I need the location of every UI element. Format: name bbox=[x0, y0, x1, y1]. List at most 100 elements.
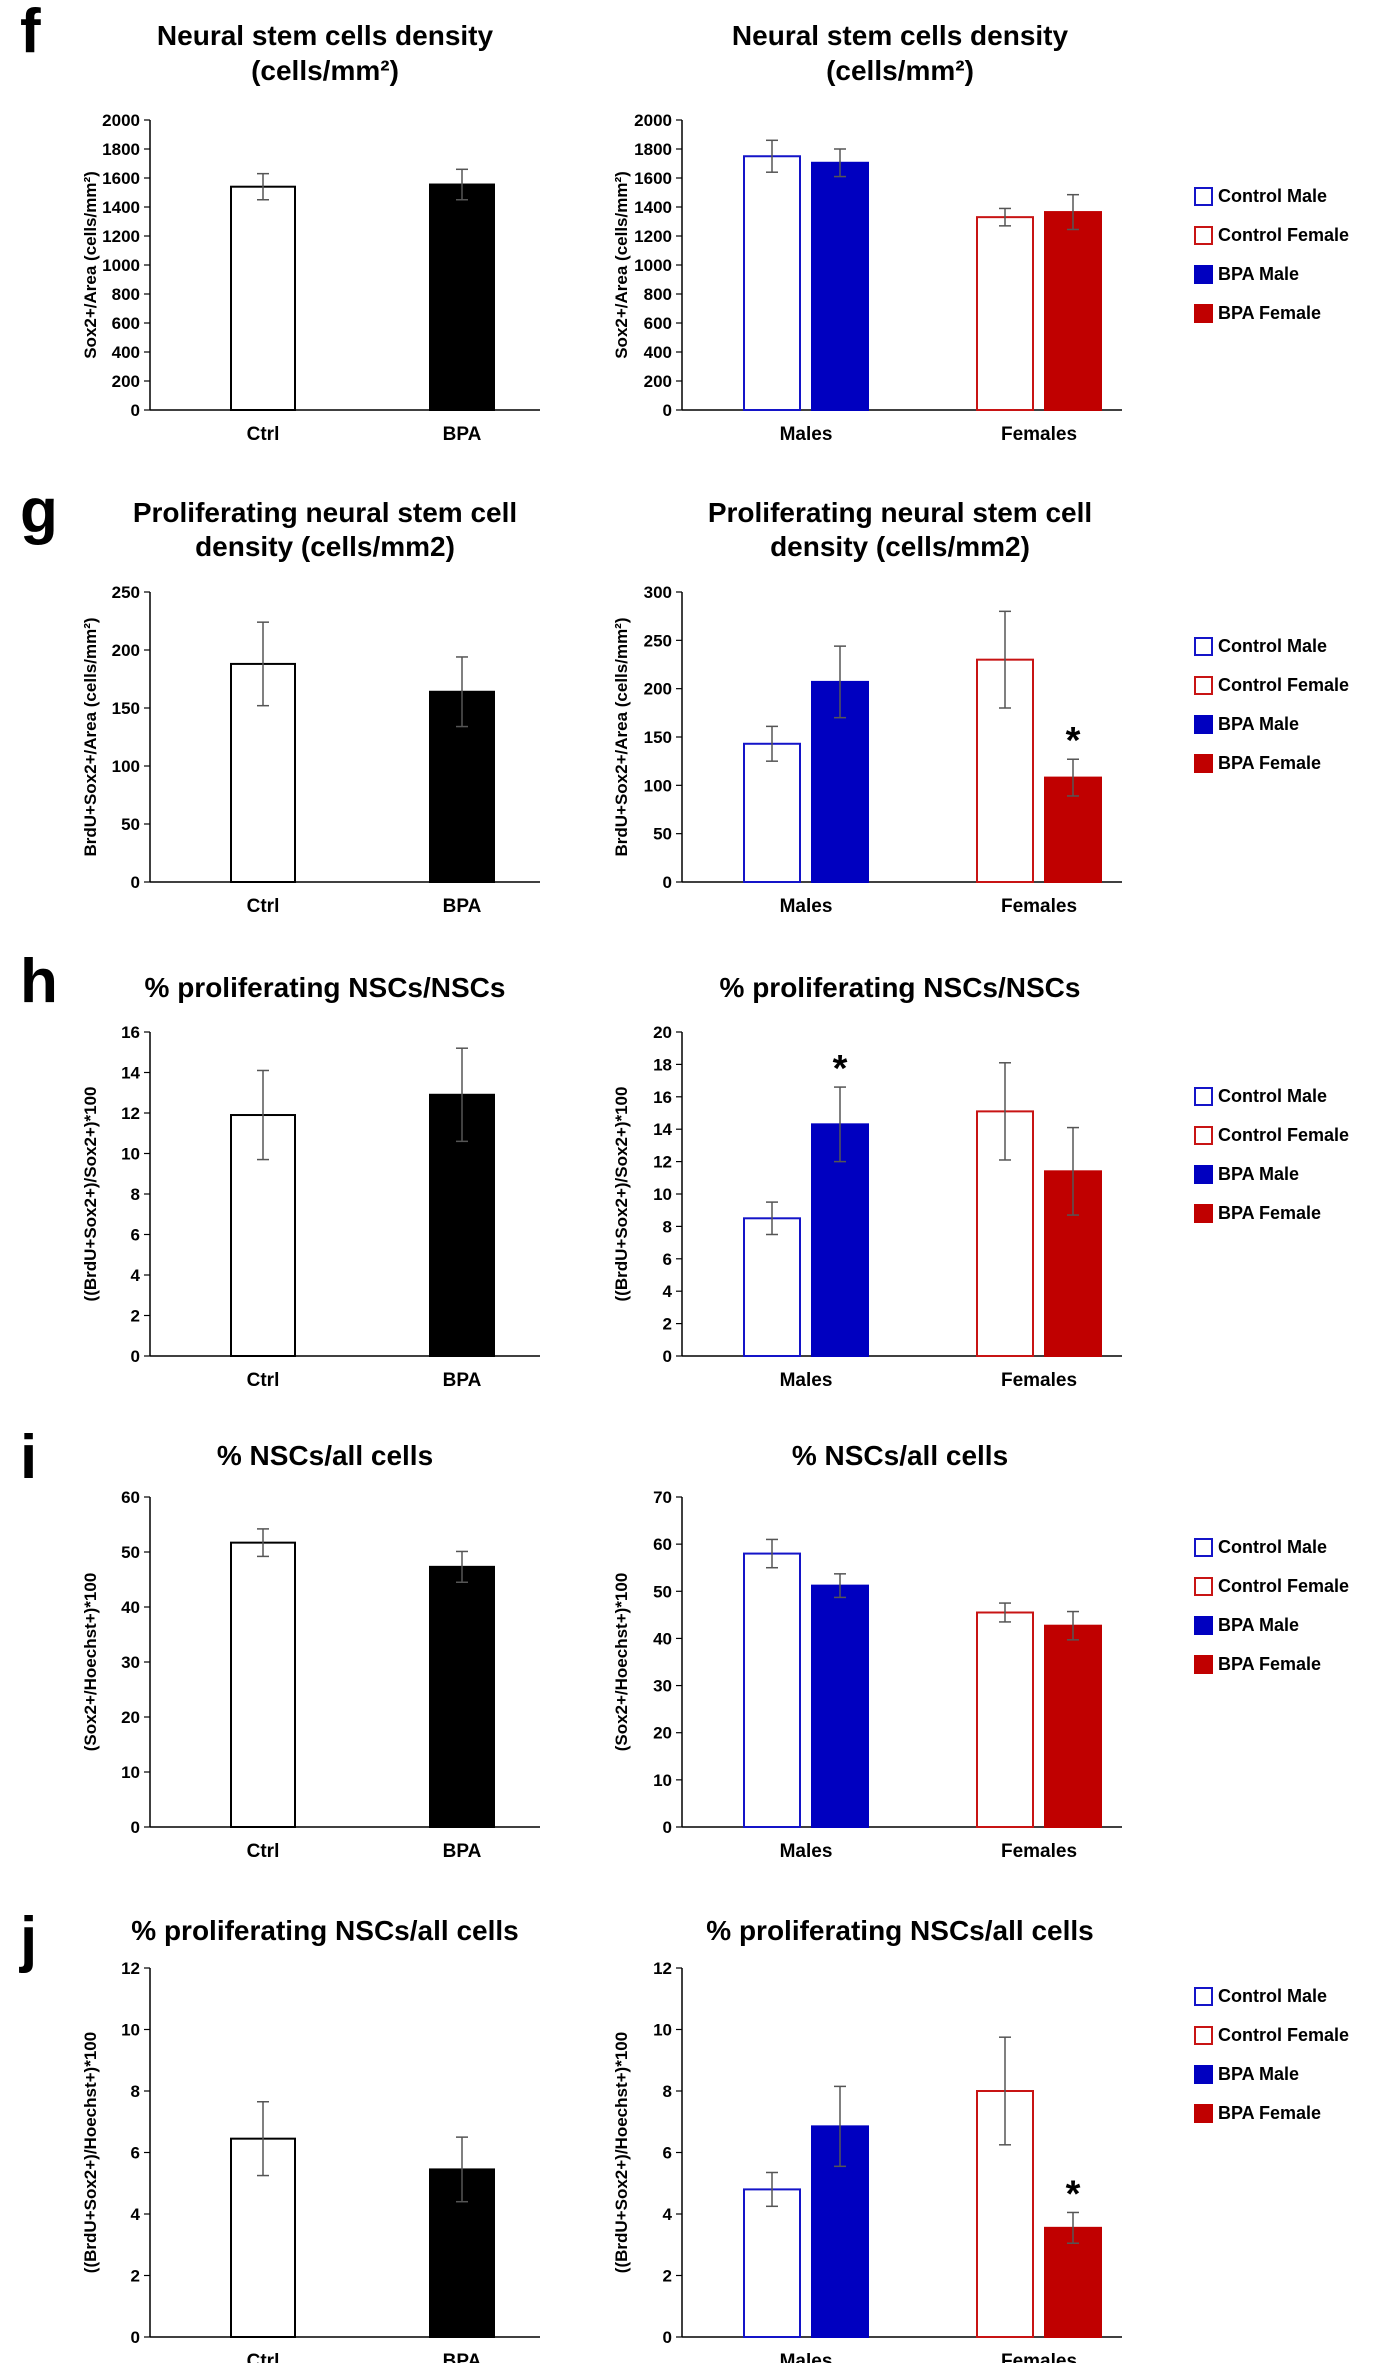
y-tick-label: 6 bbox=[131, 1226, 140, 1245]
y-tick-label: 100 bbox=[112, 757, 140, 776]
y-tick-label: 0 bbox=[131, 1347, 140, 1366]
bar-ctrl bbox=[230, 662, 296, 883]
legend-label: BPA Male bbox=[1218, 1164, 1299, 1184]
legend-swatch-control_female bbox=[1194, 2026, 1213, 2045]
y-tick-label: 6 bbox=[131, 2144, 140, 2163]
legend-swatch-bpa_male bbox=[1194, 265, 1213, 284]
y-tick-label: 0 bbox=[131, 873, 140, 892]
y-tick-label: 10 bbox=[653, 1185, 672, 1204]
legend: Control Male Control Female BPA Male BPA Fe… bbox=[1194, 1537, 1349, 1674]
chart-title-line: % NSCs/all cells bbox=[217, 1440, 433, 1471]
bar-ctrl bbox=[230, 185, 296, 411]
x-category-label: Ctrl bbox=[247, 1370, 280, 1391]
y-tick-label: 8 bbox=[663, 2082, 672, 2101]
chart-title-line: Proliferating neural stem cell bbox=[708, 497, 1092, 528]
legend-label: BPA Female bbox=[1218, 303, 1321, 323]
significance-star: * bbox=[1066, 2173, 1081, 2215]
legend-swatch-bpa_female bbox=[1194, 1655, 1213, 1674]
panel-letter-h: h bbox=[20, 947, 58, 1016]
chart-f-by-sex: Neural stem cells density (cells/mm²) 0 200… bbox=[612, 20, 1122, 445]
legend-swatch-control_male bbox=[1194, 1538, 1213, 1557]
y-tick-label: 400 bbox=[644, 343, 672, 362]
y-tick-label: 8 bbox=[131, 2082, 140, 2101]
y-tick-label: 50 bbox=[121, 815, 140, 834]
y-tick-label: 200 bbox=[644, 680, 672, 699]
y-tick-label: 2000 bbox=[634, 111, 672, 130]
legend-label: Control Male bbox=[1218, 1986, 1327, 2006]
legend-swatch-control_male bbox=[1194, 1987, 1213, 2006]
x-category-label: BPA bbox=[443, 896, 482, 917]
legend-swatch-bpa_female bbox=[1194, 304, 1213, 323]
legend-label: Control Female bbox=[1218, 1125, 1349, 1145]
x-category-label: Females bbox=[1001, 1841, 1077, 1862]
legend-swatch-control_female bbox=[1194, 676, 1213, 695]
y-tick-label: 16 bbox=[121, 1023, 140, 1042]
x-category-label: Males bbox=[780, 896, 833, 917]
y-tick-label: 800 bbox=[644, 285, 672, 304]
y-axis-label: ((BrdU+Sox2+)/Hoechst+)*100 bbox=[81, 2032, 100, 2273]
legend-label: BPA Male bbox=[1218, 714, 1299, 734]
bar-control-males bbox=[743, 1552, 801, 1828]
legend-label: Control Male bbox=[1218, 186, 1327, 206]
y-tick-label: 1800 bbox=[102, 140, 140, 159]
significance-star: * bbox=[833, 1048, 848, 1090]
legend-swatch-control_female bbox=[1194, 226, 1213, 245]
legend-label: Control Female bbox=[1218, 1576, 1349, 1596]
y-tick-label: 0 bbox=[663, 1347, 672, 1366]
y-tick-label: 6 bbox=[663, 2144, 672, 2163]
bar-control-males bbox=[743, 2188, 801, 2338]
legend-label: BPA Female bbox=[1218, 1654, 1321, 1674]
y-tick-label: 1800 bbox=[634, 140, 672, 159]
x-category-label: BPA bbox=[443, 1370, 482, 1391]
y-tick-label: 12 bbox=[121, 1104, 140, 1123]
y-tick-label: 1000 bbox=[634, 256, 672, 275]
y-tick-label: 1400 bbox=[102, 198, 140, 217]
y-tick-label: 2 bbox=[663, 1315, 672, 1334]
y-tick-label: 30 bbox=[121, 1653, 140, 1672]
chart-title-line: % proliferating NSCs/all cells bbox=[706, 1915, 1093, 1946]
y-tick-label: 2 bbox=[663, 2267, 672, 2286]
chart-title-line: % NSCs/all cells bbox=[792, 1440, 1008, 1471]
y-tick-label: 70 bbox=[653, 1488, 672, 1507]
x-category-label: Ctrl bbox=[247, 896, 280, 917]
y-axis-label: (Sox2+/Hoechst+)*100 bbox=[81, 1573, 100, 1752]
y-tick-label: 12 bbox=[653, 1153, 672, 1172]
legend-label: BPA Female bbox=[1218, 2103, 1321, 2123]
x-category-label: Males bbox=[780, 424, 833, 445]
y-tick-label: 30 bbox=[653, 1677, 672, 1696]
y-tick-label: 10 bbox=[121, 1763, 140, 1782]
y-tick-label: 1600 bbox=[102, 169, 140, 188]
legend-label: Control Male bbox=[1218, 1537, 1327, 1557]
legend-label: BPA Female bbox=[1218, 753, 1321, 773]
legend-swatch-bpa_female bbox=[1194, 1204, 1213, 1223]
chart-title-line: % proliferating NSCs/all cells bbox=[131, 1915, 518, 1946]
legend-label: Control Female bbox=[1218, 675, 1349, 695]
chart-title-line: Neural stem cells density bbox=[732, 20, 1069, 51]
chart-f-overall: Neural stem cells density (cells/mm²) 0 200… bbox=[81, 20, 540, 445]
y-tick-label: 0 bbox=[131, 1818, 140, 1837]
y-tick-label: 12 bbox=[653, 1959, 672, 1978]
y-tick-label: 40 bbox=[121, 1598, 140, 1617]
y-tick-label: 1200 bbox=[634, 227, 672, 246]
bar-bpa-females bbox=[1044, 2226, 1102, 2338]
y-axis-label: Sox2+/Area (cells/mm²) bbox=[612, 171, 631, 359]
chart-i-by-sex: % NSCs/all cells 0 10 20 30 40 50 60 70 (Sox2+/Ho… bbox=[612, 1440, 1122, 1862]
y-tick-label: 4 bbox=[663, 2205, 673, 2224]
x-category-label: Ctrl bbox=[247, 424, 280, 445]
y-tick-label: 0 bbox=[663, 873, 672, 892]
chart-title-line: % proliferating NSCs/NSCs bbox=[145, 972, 506, 1003]
bar-control-males bbox=[743, 742, 801, 883]
legend-swatch-bpa_male bbox=[1194, 1165, 1213, 1184]
x-category-label: Males bbox=[780, 2351, 833, 2363]
legend-label: BPA Male bbox=[1218, 264, 1299, 284]
legend-swatch-control_male bbox=[1194, 187, 1213, 206]
y-tick-label: 600 bbox=[112, 314, 140, 333]
chart-j-overall: % proliferating NSCs/all cells 0 2 4 6 8 10 12 (… bbox=[81, 1915, 540, 2363]
chart-title-line: Proliferating neural stem cell bbox=[133, 497, 517, 528]
y-tick-label: 250 bbox=[112, 583, 140, 602]
y-tick-label: 2 bbox=[131, 2267, 140, 2286]
x-category-label: BPA bbox=[443, 424, 482, 445]
bar-control-females bbox=[976, 216, 1034, 411]
y-tick-label: 60 bbox=[653, 1535, 672, 1554]
